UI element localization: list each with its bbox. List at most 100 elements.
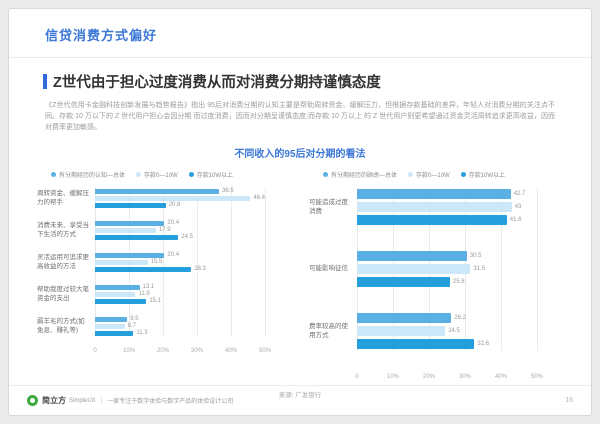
legend-label: 存款10W以上 (468, 172, 506, 179)
legend-label: 存款10W以上 (196, 172, 234, 179)
page-number: 16 (565, 397, 573, 404)
bar-value-label: 24.5 (181, 234, 193, 241)
chart-legend: 有分期经历的认知—总体 存款0—10W 存款10W以上 (37, 170, 291, 179)
chart-plot-area: 可能造成过度消费 42.7 43 41.6 可能影响征信 30.5 31.5 25.8 费率较高… (309, 187, 563, 351)
bar-segment (95, 227, 156, 233)
category-label: 消费未来、享受当下生活的方式 (37, 221, 89, 239)
bar-segment (357, 202, 512, 213)
legend-dot-icon (408, 171, 414, 177)
bar-segment (357, 215, 507, 226)
bar-segment (95, 259, 148, 265)
header-divider (9, 57, 591, 58)
bar-value-label: 8.7 (127, 323, 136, 330)
x-tick: 30% (190, 347, 204, 354)
x-tick: 40% (494, 373, 508, 380)
x-tick: 10% (386, 373, 400, 380)
bar-value-label: 13.1 (142, 284, 155, 291)
bars-stack: 26.2 24.5 32.6 (357, 312, 537, 351)
bar-row: 32.6 (357, 338, 537, 351)
bar-row: 24.5 (95, 234, 265, 241)
bar-row: 25.8 (357, 276, 537, 289)
grid-line (537, 187, 538, 351)
bar-row: 46.4 (95, 195, 265, 202)
category-label: 费率较高的使用方式 (309, 322, 348, 340)
bar-segment (95, 188, 220, 194)
bar-value-label: 32.6 (477, 341, 490, 348)
x-tick: 50% (258, 347, 272, 354)
source-note: 来源: 广发银行 (278, 391, 322, 399)
charts-row: 有分期经历的认知—总体 存款0—10W 存款10W以上周转资金、缓解压力的帮手 36.… (37, 170, 563, 383)
legend-label: 存款0—10W (144, 172, 178, 179)
bar-segment (95, 266, 192, 272)
bars-stack: 9.5 8.7 11.3 (95, 316, 265, 337)
x-tick: 20% (156, 347, 170, 354)
x-tick: 50% (530, 373, 544, 380)
bar-segment (95, 291, 136, 297)
x-axis: 0 10% 20% 30% 40% 50% (355, 373, 543, 383)
bar-segment (95, 323, 125, 329)
bar-group: 费率较高的使用方式 26.2 24.5 32.6 (309, 312, 563, 351)
x-tick: 30% (458, 373, 472, 380)
bars-stack: 42.7 43 41.6 (357, 188, 537, 227)
bar-segment (357, 251, 467, 262)
grid-line (163, 187, 164, 337)
footer-tagline: 一家专注于数字体验与数字产品的体验设计公司 (107, 399, 234, 405)
footer-separator: | (100, 397, 103, 404)
bar-row: 15.1 (95, 298, 265, 305)
bars-stack: 20.4 17.9 24.5 (95, 220, 265, 241)
bar-segment (95, 234, 179, 240)
bar-group: 周转资金、缓解压力的帮手 36.5 46.4 20.8 (37, 188, 291, 209)
bar-value-label: 46.4 (253, 195, 265, 202)
x-tick: 0 (355, 373, 359, 380)
bar-value-label: 30.5 (469, 253, 482, 260)
legend-item: 有分期经历的顾虑—总体 (323, 170, 397, 179)
bar-value-label: 25.8 (452, 279, 465, 286)
bar-segment (95, 316, 128, 322)
bar-group: 帮助我度过较大笔资金的支出 13.1 11.9 15.1 (37, 284, 291, 305)
bar-row: 42.7 (357, 188, 537, 201)
x-tick: 20% (422, 373, 436, 380)
bar-row: 24.5 (357, 325, 537, 338)
bar-value-label: 24.5 (448, 328, 460, 335)
bar-value-label: 20.4 (167, 252, 180, 259)
bar-row: 20.8 (95, 202, 265, 209)
brand-name: 简立方 (42, 396, 66, 405)
legend-label: 存款0—10W (416, 172, 450, 179)
bar-segment (357, 277, 450, 288)
heading-accent-bar (43, 74, 47, 89)
category-label: 可能影响征信 (309, 265, 348, 273)
bar-row: 11.3 (95, 330, 265, 337)
bar-value-label: 11.3 (136, 330, 148, 337)
heading-text: Z世代由于担心过度消费从而对消费分期持谨慎态度 (53, 75, 381, 91)
brand-logo-icon (27, 395, 38, 406)
bars-stack: 20.4 15.5 28.3 (95, 252, 265, 273)
bar-group: 可能造成过度消费 42.7 43 41.6 (309, 188, 563, 227)
bar-row: 26.2 (357, 312, 537, 325)
legend-item: 有分期经历的认知—总体 (51, 170, 125, 179)
bar-row: 8.7 (95, 323, 265, 330)
legend-dot-icon (51, 171, 56, 177)
x-tick: 10% (122, 347, 136, 354)
x-axis: 0 10% 20% 30% 40% 50% (93, 347, 271, 357)
bar-segment (357, 264, 471, 275)
legend-label: 有分期经历的认知—总体 (59, 172, 126, 179)
category-label: 帮助我度过较大笔资金的支出 (37, 285, 89, 303)
bar-group: 灵活运用可追求更高收益的方法 20.4 15.5 28.3 (37, 252, 291, 273)
bar-group: 消费未来、享受当下生活的方式 20.4 17.9 24.5 (37, 220, 291, 241)
chart-plot-area: 周转资金、缓解压力的帮手 36.5 46.4 20.8 消费未来、享受当下生活的方式 20… (37, 187, 291, 337)
legend-dot-icon (323, 171, 328, 177)
legend-item: 存款10W以上 (188, 170, 234, 179)
bar-segment (357, 339, 475, 350)
bar-group: 薅羊毛的方式(如免息、赚礼等) 9.5 8.7 11.3 (37, 316, 291, 337)
bar-segment (95, 284, 140, 290)
bar-segment (357, 326, 446, 337)
bar-segment (357, 189, 511, 200)
bar-value-label: 15.5 (150, 259, 163, 266)
legend-item: 存款10W以上 (460, 170, 506, 179)
legend-dot-icon (188, 171, 194, 177)
grid-line (231, 187, 232, 337)
bar-row: 28.3 (95, 266, 265, 273)
bars-stack: 13.1 11.9 15.1 (95, 284, 265, 305)
bar-row: 11.9 (95, 291, 265, 298)
